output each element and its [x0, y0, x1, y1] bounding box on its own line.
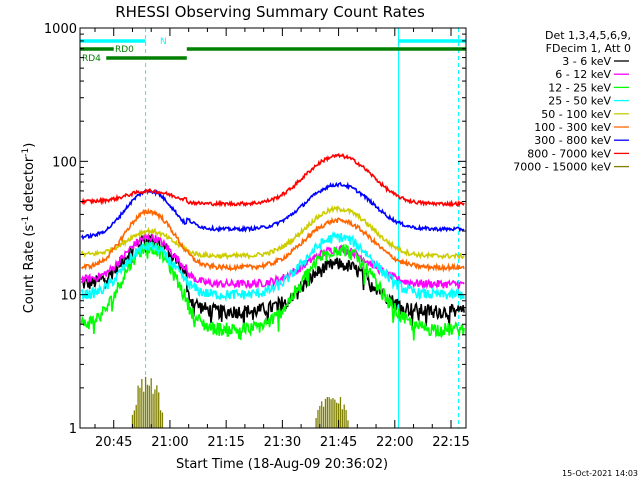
- legend-header-line: Det 1,3,4,5,6,9,: [545, 29, 631, 42]
- series-line-4: [80, 230, 465, 303]
- x-tick-label: 21:45: [320, 435, 357, 450]
- x-tick-label: 22:00: [376, 435, 413, 450]
- x-tick-label: 21:15: [207, 435, 244, 450]
- x-tick-label: 21:00: [151, 435, 188, 450]
- legend-entry-label: 7000 - 15000 keV: [513, 161, 611, 174]
- series-line-2: [80, 232, 465, 291]
- footer-timestamp: 15-Oct-2021 14:03: [562, 469, 638, 478]
- legend-header-line: FDecim 1, Att 0: [546, 42, 631, 55]
- legend-entry-label: 25 - 50 keV: [548, 95, 611, 108]
- status-bar-label-rd4: RD4: [82, 54, 101, 64]
- legend-entry-label: 300 - 800 keV: [534, 134, 611, 147]
- x-axis: 20:45 21:00 21:15 21:30 21:45 22:00 22:15: [94, 28, 470, 450]
- x-tick-label: 21:30: [264, 435, 301, 450]
- legend-entry-label: 50 - 100 keV: [541, 108, 611, 121]
- series-line-6: [80, 207, 465, 273]
- legend: Det 1,3,4,5,6,9,FDecim 1, Att 03 - 6 keV…: [513, 29, 631, 174]
- status-bar-label-rd0: RD0: [115, 45, 134, 55]
- legend-entry-label: 12 - 25 keV: [548, 81, 611, 94]
- legend-entry-label: 100 - 300 keV: [534, 121, 611, 134]
- y-tick-label: 1000: [44, 22, 77, 37]
- plot-frame: [79, 27, 467, 429]
- chart-title: RHESSI Observing Summary Count Rates: [115, 3, 425, 21]
- x-tick-label: 22:15: [432, 435, 469, 450]
- x-axis-label: Start Time (18-Aug-09 20:36:02): [176, 457, 388, 472]
- series-line-3: [80, 241, 465, 341]
- y-tick-label: 100: [52, 155, 77, 170]
- y-tick-label: 1: [69, 422, 77, 437]
- legend-entry-label: 3 - 6 keV: [562, 55, 611, 68]
- status-bar-label-n: N: [160, 37, 167, 47]
- x-tick-label: 20:45: [95, 435, 132, 450]
- y-tick-label: 10: [60, 289, 77, 304]
- series-line-5: [80, 204, 465, 261]
- legend-entry-label: 6 - 12 keV: [555, 68, 611, 81]
- series-line-8: [80, 152, 465, 208]
- legend-entry-label: 800 - 7000 keV: [527, 147, 611, 160]
- plot-area: N RD0 RD4: [80, 28, 466, 428]
- y-axis: 1 10 100 1000: [44, 22, 466, 437]
- y-axis-label: Count Rate (s-1 detector-1): [21, 143, 37, 314]
